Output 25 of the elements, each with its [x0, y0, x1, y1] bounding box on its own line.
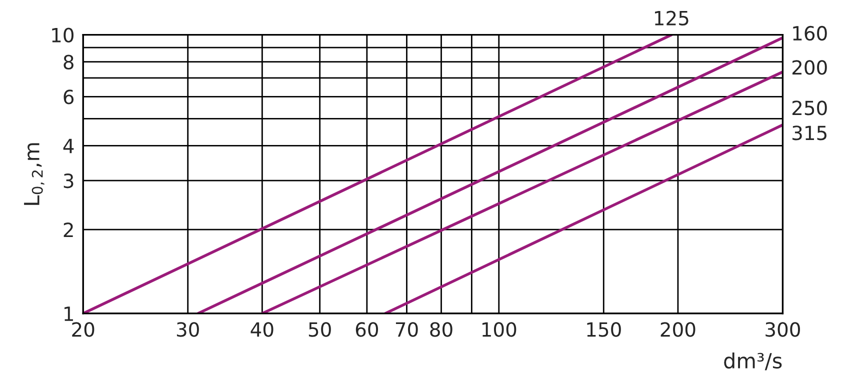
x-tick-label: 300: [766, 322, 800, 337]
text: 250: [792, 100, 827, 116]
y-tick-label: 6: [64, 90, 74, 104]
text: 200: [792, 60, 827, 75]
y-tick-label: 10: [52, 28, 74, 42]
y-axis-title: L$_{0,2}$,m: [24, 143, 44, 205]
y-tick-label: 2: [64, 222, 73, 237]
y-tick-label: 4: [63, 138, 74, 154]
x-tick-label: 80: [430, 322, 452, 337]
x-tick-label: 30: [176, 322, 199, 337]
x-axis-title: dm³/s: [724, 352, 782, 370]
y-tick-label: 8: [64, 54, 74, 70]
text: 315: [792, 126, 826, 140]
text: 125: [654, 10, 688, 26]
x-tick-label: 50: [308, 322, 331, 337]
text: 160: [793, 26, 827, 41]
x-tick-label: 100: [482, 322, 516, 337]
x-tick-label: 40: [250, 322, 274, 337]
x-tick-label: 200: [660, 322, 696, 337]
y-tick-label: 3: [64, 173, 74, 188]
x-tick-label: 20: [72, 322, 94, 337]
x-tick-label: 60: [356, 322, 378, 337]
x-tick-label: 150: [587, 322, 621, 337]
x-tick-label: 70: [396, 322, 418, 337]
y-tick-label: 1: [64, 306, 73, 321]
